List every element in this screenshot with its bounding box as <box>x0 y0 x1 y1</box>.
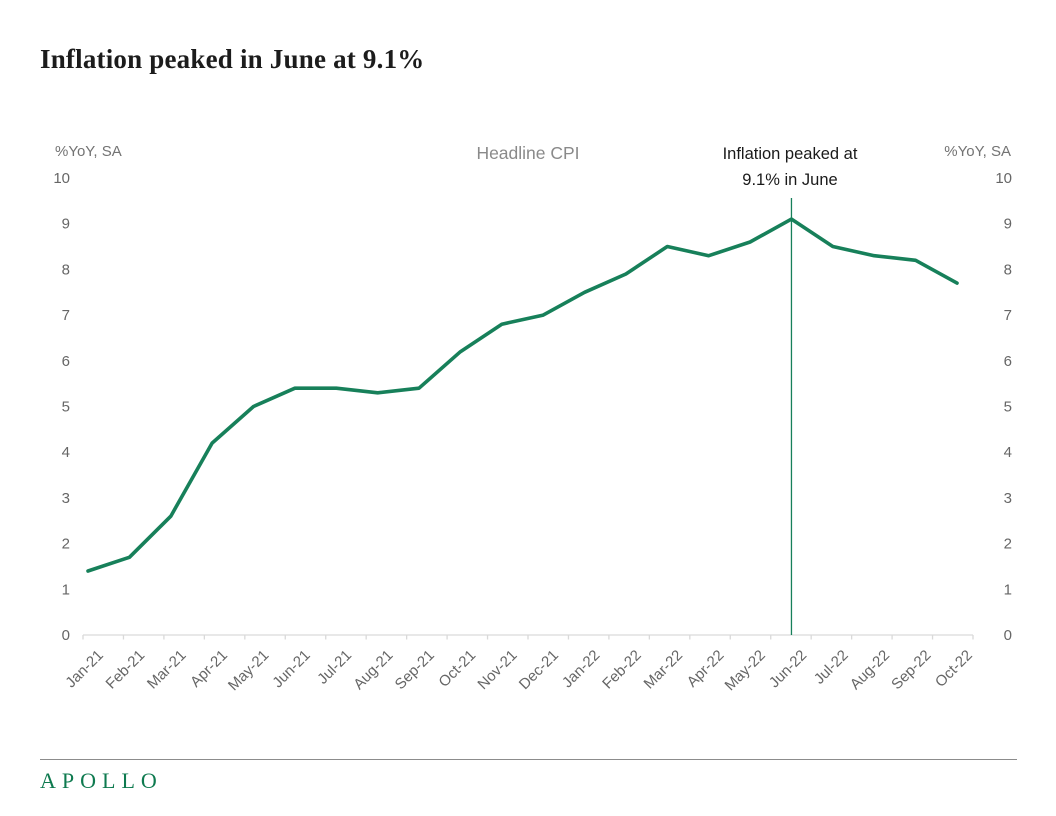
right-axis-caption: %YoY, SA <box>944 143 1011 160</box>
x-axis-label: Feb-22 <box>599 647 645 693</box>
y-tick-label-left: 4 <box>62 444 70 461</box>
y-tick-label-right: 0 <box>1004 627 1012 644</box>
y-tick-label-left: 6 <box>62 353 70 370</box>
x-axis-label: Sep-22 <box>888 647 934 693</box>
peak-annotation-line-2: 9.1% in June <box>742 171 838 189</box>
y-tick-label-left: 3 <box>62 490 70 507</box>
cpi-series-line <box>86 217 959 573</box>
y-tick-label-left: 2 <box>62 536 70 553</box>
x-axis-label: Nov-21 <box>474 647 520 693</box>
y-tick-label-right: 7 <box>1004 307 1012 324</box>
x-axis-label: Jul-22 <box>811 647 852 688</box>
y-tick-label-right: 6 <box>1004 353 1012 370</box>
chart-title: Headline CPI <box>476 143 580 163</box>
x-axis-label: Jan-21 <box>62 647 106 691</box>
left-axis-caption: %YoY, SA <box>55 143 122 160</box>
x-axis-label: Jun-21 <box>269 647 313 691</box>
y-tick-label-left: 10 <box>53 170 70 187</box>
y-tick-label-left: 0 <box>62 627 70 644</box>
x-axis-label: Sep-21 <box>392 647 438 693</box>
y-tick-label-right: 2 <box>1004 536 1012 553</box>
page-title: Inflation peaked in June at 9.1% <box>40 44 425 74</box>
y-tick-label-right: 1 <box>1004 581 1012 598</box>
x-axis-label: Jun-22 <box>766 647 810 691</box>
x-axis-label: Apr-21 <box>187 647 231 691</box>
y-tick-label-right: 3 <box>1004 490 1012 507</box>
x-axis-label: Jul-21 <box>314 647 355 688</box>
y-tick-label-right: 4 <box>1004 444 1012 461</box>
x-axis-label: Mar-21 <box>144 647 190 693</box>
y-tick-label-right: 9 <box>1004 216 1012 233</box>
footer-divider <box>40 759 1017 760</box>
x-axis-label: Oct-21 <box>435 647 479 691</box>
x-axis-label: May-22 <box>722 647 769 694</box>
y-tick-label-left: 7 <box>62 307 70 324</box>
x-axis-label: Apr-22 <box>684 647 728 691</box>
x-axis-label: Oct-22 <box>932 647 976 691</box>
y-tick-label-left: 1 <box>62 581 70 598</box>
y-tick-label-left: 8 <box>62 261 70 278</box>
peak-annotation: Inflation peaked at 9.1% in June <box>660 141 920 193</box>
y-tick-label-right: 8 <box>1004 261 1012 278</box>
x-axis-label: Mar-22 <box>641 647 687 693</box>
y-tick-label-right: 10 <box>995 170 1012 187</box>
y-tick-label-left: 9 <box>62 216 70 233</box>
x-axis-label: Feb-21 <box>103 647 149 693</box>
x-axis-label: Aug-22 <box>847 647 893 693</box>
x-axis-label: Dec-21 <box>516 647 562 693</box>
x-axis-label: Jan-22 <box>559 647 603 691</box>
x-axis-label: May-21 <box>225 647 272 694</box>
x-axis-label: Aug-21 <box>350 647 396 693</box>
peak-annotation-line-1: Inflation peaked at <box>722 145 858 163</box>
y-tick-label-right: 5 <box>1004 399 1012 416</box>
apollo-logo: APOLLO <box>40 768 163 793</box>
y-tick-label-left: 5 <box>62 399 70 416</box>
